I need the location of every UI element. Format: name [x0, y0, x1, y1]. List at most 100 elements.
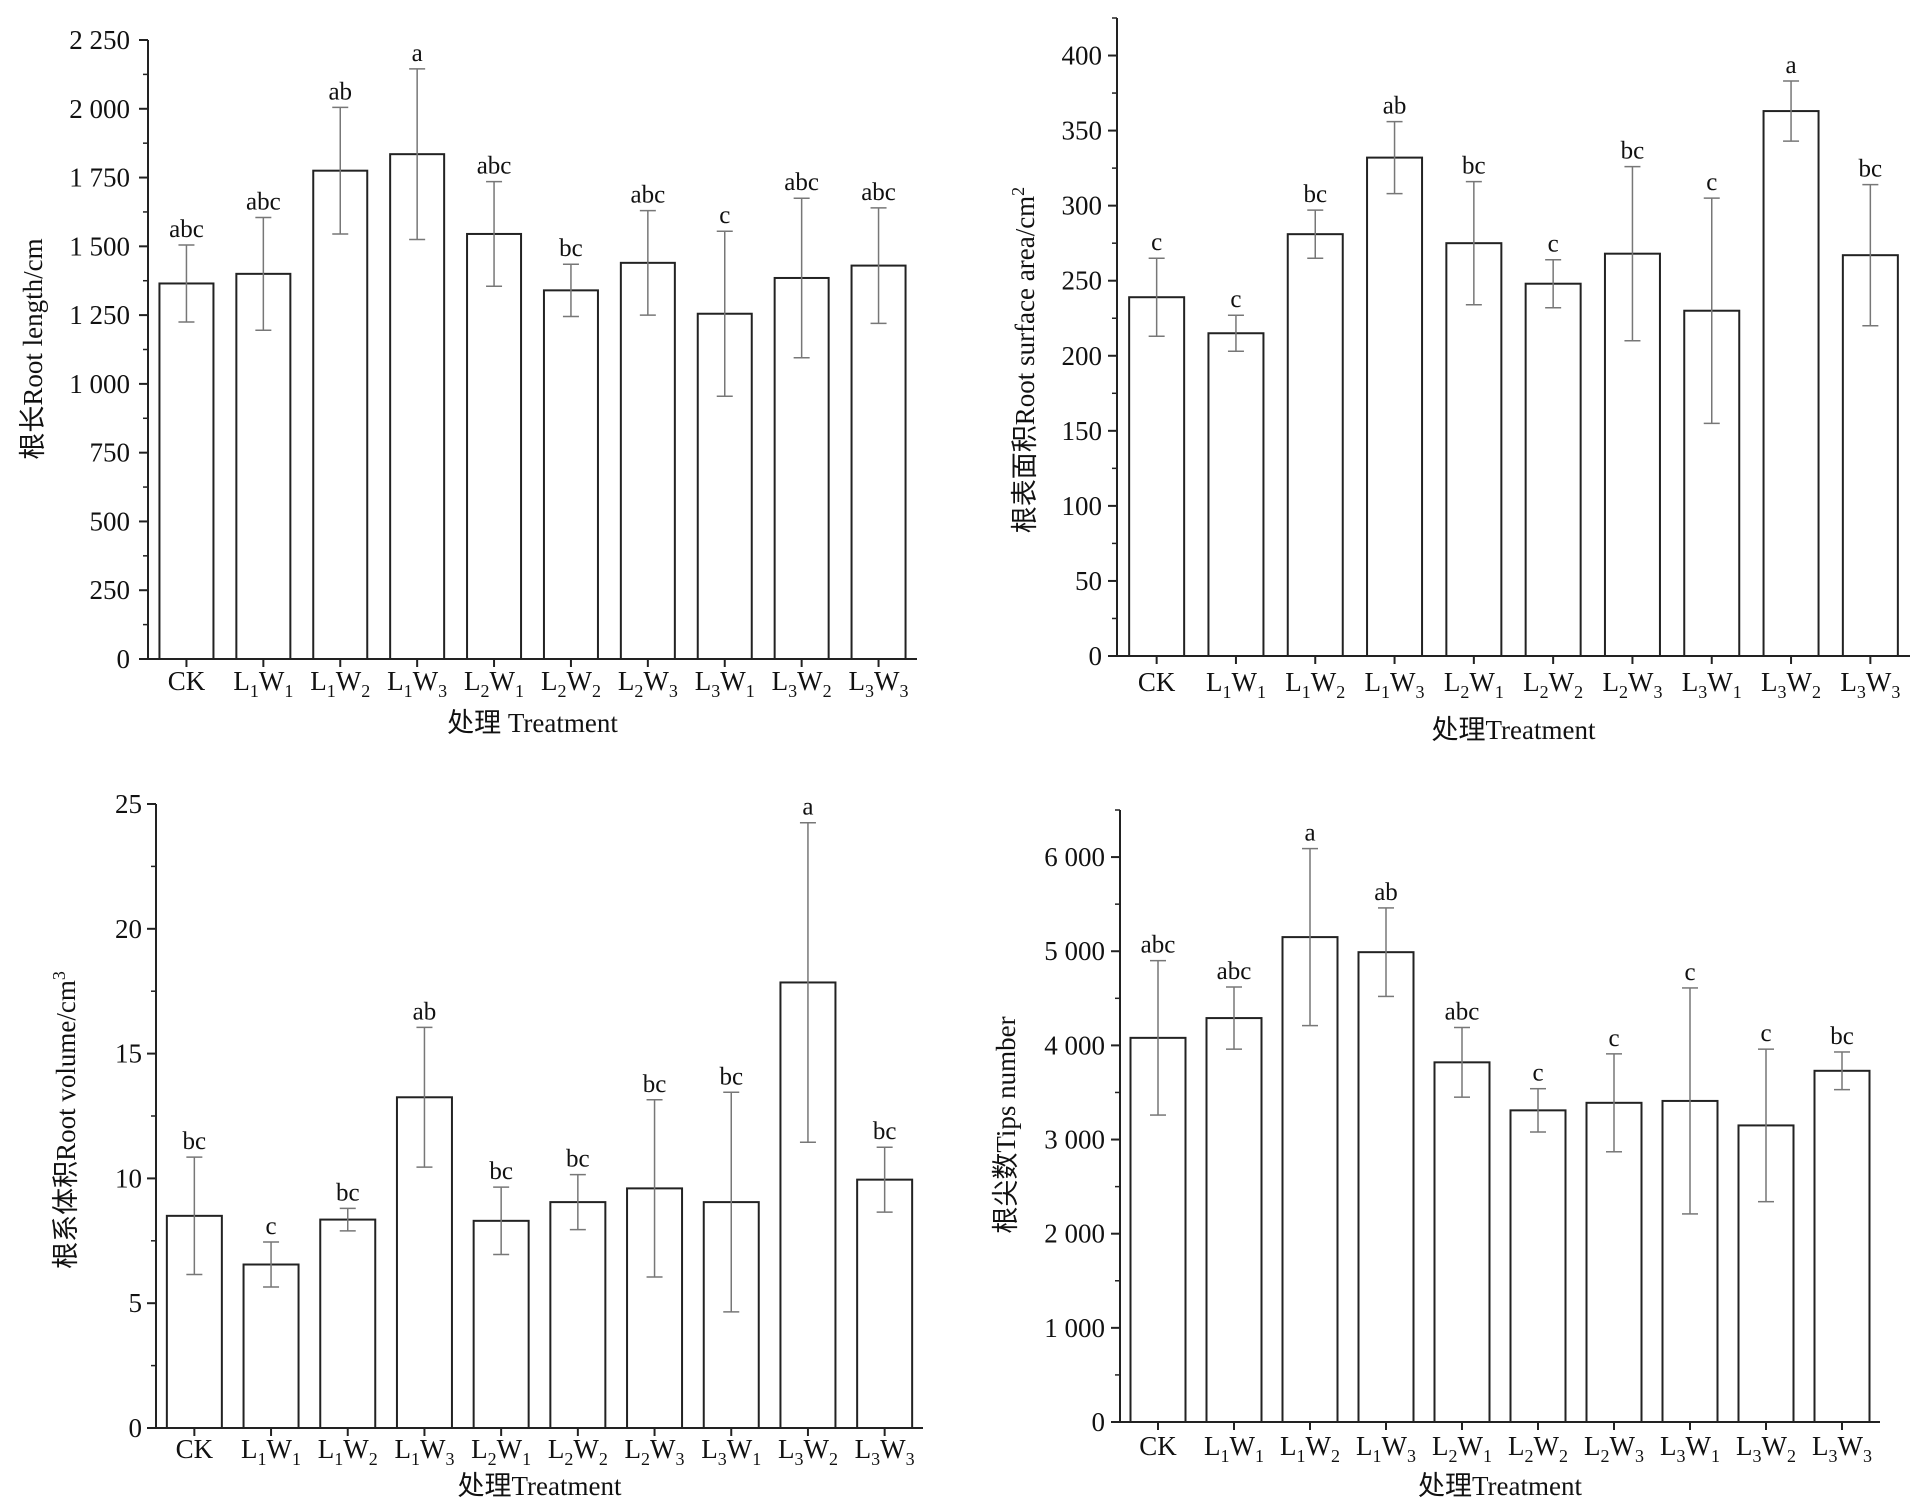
- significance-label: abc: [477, 153, 512, 180]
- x-tick-text: W: [1458, 1431, 1484, 1461]
- x-tick-text: L: [548, 1434, 565, 1464]
- significance-label: c: [1760, 1020, 1771, 1047]
- x-tick-subscript: 3: [1416, 682, 1425, 702]
- x-tick-text: W: [1787, 667, 1813, 697]
- x-tick-text: W: [573, 1434, 599, 1464]
- x-tick-label: L1W1: [1204, 1431, 1264, 1466]
- chart-panel-2: 050100150200250300350400cCKcL1W1bcL1W2ab…: [1008, 17, 1910, 745]
- x-tick-subscript: 2: [488, 1449, 497, 1469]
- x-tick-label: L3W2: [1736, 1431, 1796, 1466]
- x-tick-label: L1W3: [1365, 667, 1425, 702]
- y-axis-title-superscript: 2: [1008, 187, 1028, 196]
- x-tick-text: W: [1230, 1431, 1256, 1461]
- x-tick-text: L: [625, 1434, 642, 1464]
- x-tick-label: CK: [176, 1434, 214, 1464]
- x-tick-label: L2W3: [618, 666, 678, 701]
- y-axis-title: 根尖数Tips number: [991, 1016, 1021, 1233]
- x-tick-label: L3W3: [1840, 667, 1900, 702]
- significance-label: bc: [566, 1146, 590, 1173]
- x-tick-subscript: 3: [438, 681, 447, 701]
- x-tick-text: L: [849, 666, 866, 696]
- x-tick-text: CK: [168, 666, 206, 696]
- y-axis-title: 根长Root length/cm: [18, 238, 48, 459]
- significance-label: c: [1608, 1025, 1619, 1052]
- bar: [856, 1178, 914, 1429]
- x-tick-text: W: [874, 666, 900, 696]
- y-tick-label: 0: [117, 644, 131, 674]
- x-tick-label: L3W2: [1761, 667, 1821, 702]
- bar: [1524, 282, 1582, 657]
- y-tick-label: 1 500: [69, 231, 130, 261]
- x-tick-subscript: 2: [599, 1449, 608, 1469]
- x-tick-subscript: 1: [411, 1449, 420, 1469]
- bar: [319, 1218, 377, 1429]
- x-tick-subscript: 2: [564, 1449, 573, 1469]
- significance-label: abc: [1141, 932, 1176, 959]
- x-tick-text: L: [233, 666, 250, 696]
- x-tick-subscript: 2: [1449, 1446, 1458, 1466]
- x-tick-subscript: 1: [1495, 682, 1504, 702]
- x-tick-text: W: [650, 1434, 676, 1464]
- x-tick-subscript: 2: [823, 681, 832, 701]
- x-tick-subscript: 3: [906, 1449, 915, 1469]
- x-tick-text: L: [1523, 667, 1540, 697]
- x-tick-text: L: [1432, 1431, 1449, 1461]
- x-tick-text: W: [267, 1434, 293, 1464]
- y-tick-label: 1 000: [69, 369, 130, 399]
- x-tick-subscript: 2: [481, 681, 490, 701]
- x-tick-text: W: [1628, 667, 1654, 697]
- x-tick-text: L: [1602, 667, 1619, 697]
- bar: [542, 289, 599, 660]
- x-tick-text: L: [1365, 667, 1382, 697]
- significance-label: bc: [489, 1158, 513, 1185]
- x-tick-subscript: 2: [361, 681, 370, 701]
- y-tick-label: 20: [115, 914, 142, 944]
- significance-label: c: [1532, 1060, 1543, 1087]
- x-tick-label: L1W2: [1280, 1431, 1340, 1466]
- y-tick-label: 2 250: [69, 25, 130, 55]
- x-tick-text: W: [1549, 667, 1575, 697]
- x-tick-subscript: 2: [1812, 682, 1821, 702]
- x-tick-subscript: 1: [258, 1449, 267, 1469]
- x-tick-subscript: 3: [865, 681, 874, 701]
- x-tick-label: L3W3: [1812, 1431, 1872, 1466]
- x-tick-text: L: [1356, 1431, 1373, 1461]
- x-tick-text: L: [541, 666, 558, 696]
- x-tick-label: L3W3: [855, 1434, 915, 1469]
- x-tick-text: L: [1761, 667, 1778, 697]
- bar: [389, 153, 446, 660]
- y-tick-label: 500: [90, 506, 131, 536]
- significance-label: ab: [1374, 879, 1398, 906]
- y-tick-label: 1 000: [1044, 1313, 1105, 1343]
- x-tick-subscript: 1: [284, 681, 293, 701]
- x-tick-label: L2W2: [541, 666, 601, 701]
- x-tick-subscript: 2: [1336, 682, 1345, 702]
- x-tick-subscript: 3: [445, 1449, 454, 1469]
- bar: [466, 232, 523, 660]
- x-tick-subscript: 1: [752, 1449, 761, 1469]
- x-tick-subscript: 3: [1891, 682, 1900, 702]
- significance-label: c: [719, 202, 730, 229]
- x-tick-label: L3W3: [849, 666, 909, 701]
- significance-label: c: [265, 1213, 276, 1240]
- y-tick-label: 15: [115, 1039, 142, 1069]
- x-tick-label: L3W1: [1682, 667, 1742, 702]
- x-tick-label: L1W1: [1206, 667, 1266, 702]
- x-tick-subscript: 3: [1829, 1446, 1838, 1466]
- x-tick-subscript: 2: [1559, 1446, 1568, 1466]
- y-tick-label: 5 000: [1044, 936, 1105, 966]
- x-tick-subscript: 1: [746, 681, 755, 701]
- x-tick-text: W: [1469, 667, 1495, 697]
- x-tick-label: L2W2: [548, 1434, 608, 1469]
- x-tick-subscript: 2: [634, 681, 643, 701]
- x-tick-subscript: 2: [369, 1449, 378, 1469]
- x-tick-label: L1W1: [233, 666, 293, 701]
- x-tick-subscript: 3: [1698, 682, 1707, 702]
- x-tick-text: W: [880, 1434, 906, 1464]
- y-tick-label: 150: [1062, 416, 1103, 446]
- bar: [1286, 233, 1344, 658]
- x-tick-subscript: 1: [292, 1449, 301, 1469]
- x-axis-title: 处理Treatment: [1418, 1471, 1582, 1501]
- x-tick-text: CK: [176, 1434, 214, 1464]
- x-tick-subscript: 3: [711, 681, 720, 701]
